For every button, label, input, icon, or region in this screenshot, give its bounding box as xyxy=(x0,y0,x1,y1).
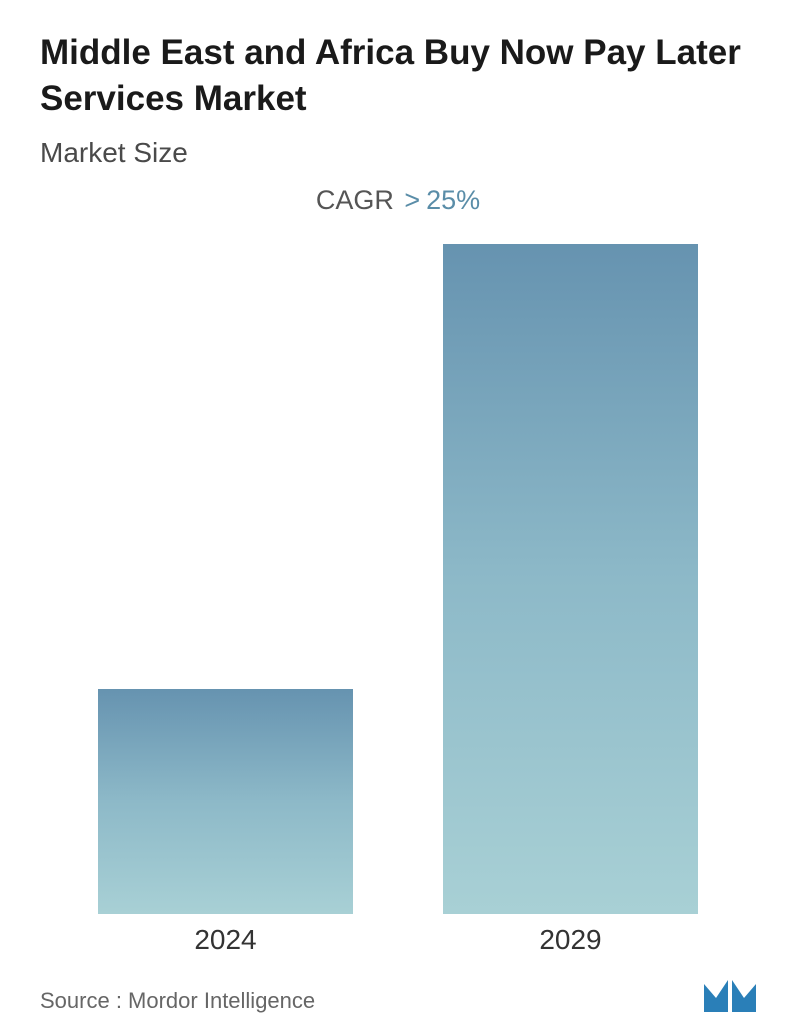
cagr-row: CAGR >25% xyxy=(40,185,756,216)
cagr-label: CAGR xyxy=(316,185,394,215)
mordor-logo-icon xyxy=(702,974,756,1014)
source-attribution: Source : Mordor Intelligence xyxy=(40,988,315,1014)
bar-group-0: 2024 xyxy=(98,689,353,914)
chart-plot-area: 2024 2029 xyxy=(40,236,756,964)
bar-group-1: 2029 xyxy=(443,244,698,914)
chart-footer: Source : Mordor Intelligence xyxy=(40,974,756,1014)
chart-title: Middle East and Africa Buy Now Pay Later… xyxy=(40,30,756,121)
bar-label-2024: 2024 xyxy=(194,924,256,956)
cagr-value: 25% xyxy=(426,185,480,215)
bar-2024 xyxy=(98,689,353,914)
bar-2029 xyxy=(443,244,698,914)
cagr-operator: > xyxy=(404,185,420,215)
bar-label-2029: 2029 xyxy=(539,924,601,956)
chart-subtitle: Market Size xyxy=(40,137,756,169)
